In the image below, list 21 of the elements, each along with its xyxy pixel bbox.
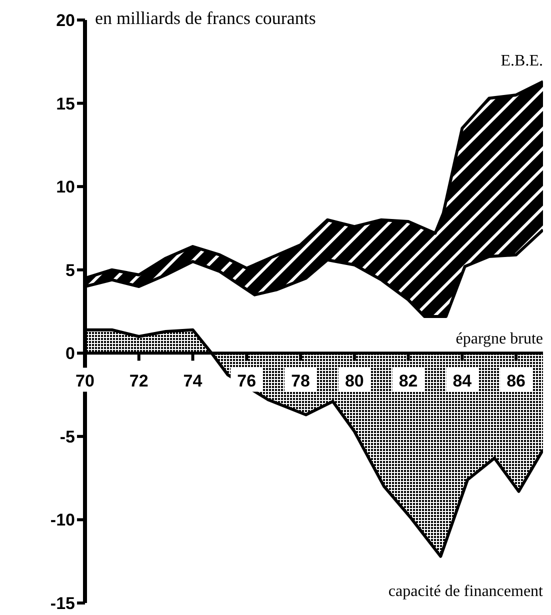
x-tick-label: 86 bbox=[506, 372, 526, 391]
x-tick-label: 78 bbox=[291, 372, 310, 391]
x-tick-label: 72 bbox=[129, 372, 148, 391]
series-label: E.B.E. bbox=[500, 52, 543, 70]
x-tick-label: 80 bbox=[344, 372, 364, 391]
x-tick-label: 82 bbox=[398, 372, 418, 391]
y-tick-label: 20 bbox=[56, 11, 75, 30]
y-tick-label: -10 bbox=[50, 510, 75, 530]
x-tick-label: 76 bbox=[237, 372, 256, 391]
y-tick-label: -15 bbox=[50, 594, 75, 614]
y-tick-label: 0 bbox=[66, 344, 75, 364]
chart-subtitle: en milliards de francs courants bbox=[95, 8, 316, 29]
x-tick-label: 84 bbox=[452, 372, 472, 391]
x-tick-label: 70 bbox=[76, 372, 94, 391]
y-tick-label: -5 bbox=[60, 427, 75, 446]
x-tick-label: 74 bbox=[183, 372, 203, 391]
y-tick-label: 5 bbox=[66, 260, 75, 280]
y-tick-label: 15 bbox=[56, 94, 75, 114]
y-tick-label: 10 bbox=[56, 178, 75, 197]
text: capacité de financement bbox=[388, 583, 544, 600]
series-label: épargne brute bbox=[456, 330, 543, 348]
